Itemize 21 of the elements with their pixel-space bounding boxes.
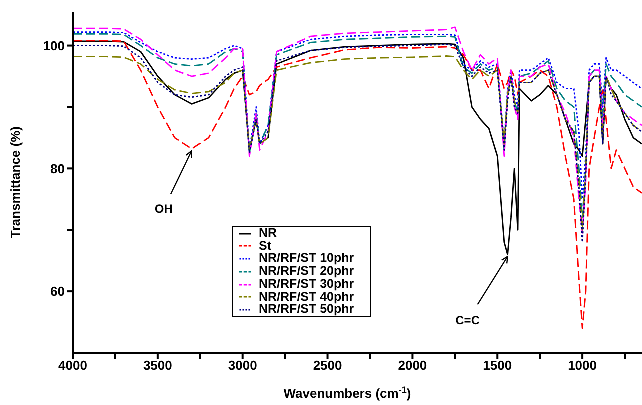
annotation: C=C [456,314,480,328]
legend-label: NR/RF/ST 30phr [258,276,354,291]
x-tick-label: 1500 [483,358,512,374]
x-axis-title: Wavenumbers (cm$^{-1}$) [284,385,412,401]
x-tick-label: 4000 [58,358,88,374]
x-tick-label: 2500 [313,358,342,374]
annotation: OH [154,202,173,216]
line-series [73,40,642,330]
x-tick-label: 3500 [143,358,172,374]
y-tick-label: 60 [50,284,65,300]
legend-label: NR/RF/ST 20phr [258,264,354,278]
x-tick-label: 3000 [228,358,258,374]
y-axis-title: Transmittance (%) [8,126,23,238]
x-tick-label: 2000 [398,358,428,374]
legend-label: NR/RF/ST 10phr [258,251,354,266]
x-tick-label: 1000 [568,358,598,374]
legend-label: St [258,238,272,253]
y-tick-label: 80 [50,161,65,176]
legend-label: NR [258,226,278,240]
legend-label: NR/RF/ST 40phr [258,290,354,304]
y-tick-label: 100 [43,38,65,54]
